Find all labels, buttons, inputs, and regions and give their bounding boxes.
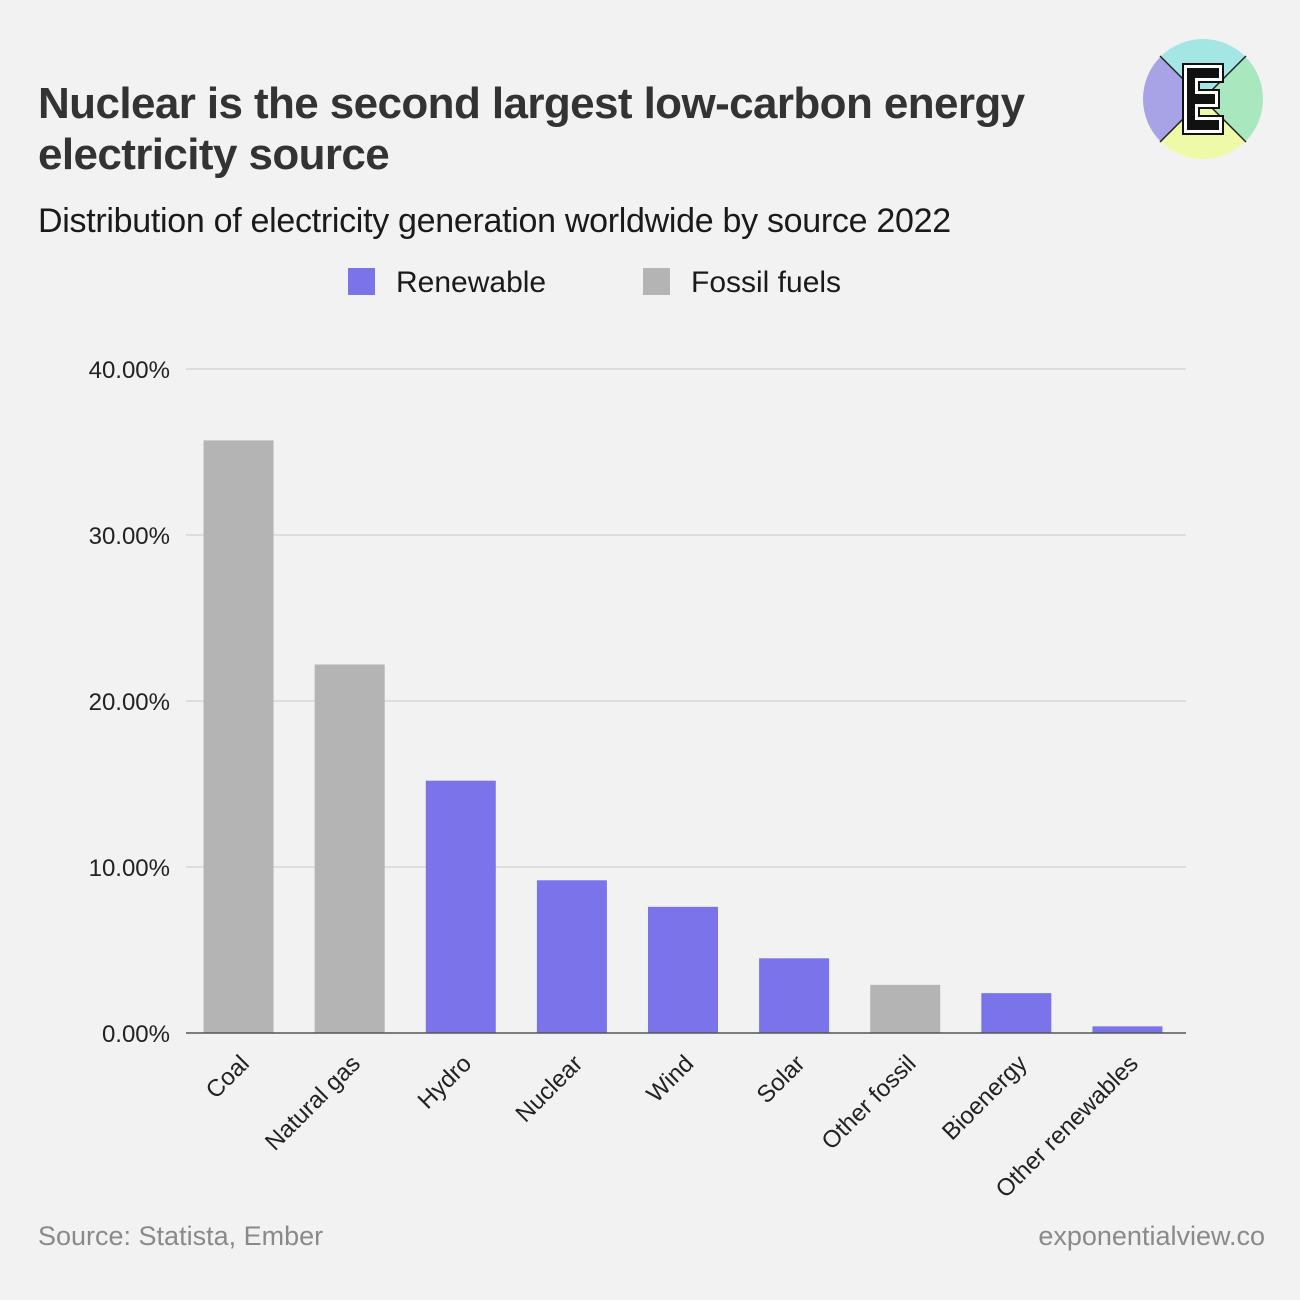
- bar-hydro: [425, 780, 496, 1033]
- y-tick-label: 10.00%: [89, 855, 170, 882]
- bar-wind: [648, 906, 718, 1033]
- bar-bioenergy: [981, 993, 1052, 1033]
- x-tick-label: Bioenergy: [937, 1050, 1033, 1146]
- bar-natural-gas: [314, 664, 385, 1033]
- x-axis: Coal Natural gas Hydro Nuclear Wind Solar Othe…: [201, 1050, 1144, 1203]
- exponential-view-logo-icon: E: [1143, 39, 1263, 159]
- source-note: Source: Statista, Ember: [38, 1221, 324, 1251]
- y-axis: 0.00% 10.00% 20.00% 30.00% 40.00%: [89, 357, 170, 1048]
- y-tick-label: 40.00%: [89, 357, 170, 384]
- legend-label: Fossil fuels: [691, 266, 841, 299]
- bar-other-renewables: [1092, 1026, 1163, 1033]
- bar-solar: [759, 958, 830, 1033]
- y-tick-label: 0.00%: [102, 1021, 170, 1048]
- legend-label: Renewable: [396, 266, 546, 299]
- bar-other-fossil: [870, 984, 941, 1033]
- x-tick-label: Coal: [201, 1050, 255, 1104]
- chart-legend: Renewable Fossil fuels: [348, 266, 841, 299]
- x-tick-label: Wind: [641, 1050, 699, 1108]
- x-tick-label: Hydro: [413, 1050, 477, 1114]
- site-url: exponentialview.co: [1038, 1221, 1265, 1251]
- bar-nuclear: [536, 880, 607, 1033]
- chart-subtitle: Distribution of electricity generation w…: [38, 202, 951, 240]
- x-tick-label: Other fossil: [817, 1050, 922, 1155]
- x-tick-label: Natural gas: [260, 1050, 366, 1156]
- bar-coal: [203, 440, 274, 1033]
- y-tick-label: 30.00%: [89, 523, 170, 550]
- legend-swatch: [348, 268, 375, 295]
- chart-title: Nuclear is the second largest low-carbon…: [38, 79, 1025, 179]
- x-tick-label: Solar: [752, 1050, 811, 1109]
- x-tick-label: Nuclear: [511, 1050, 589, 1128]
- y-tick-label: 20.00%: [89, 689, 170, 716]
- legend-swatch: [643, 268, 670, 295]
- chart-bars: [203, 440, 1163, 1033]
